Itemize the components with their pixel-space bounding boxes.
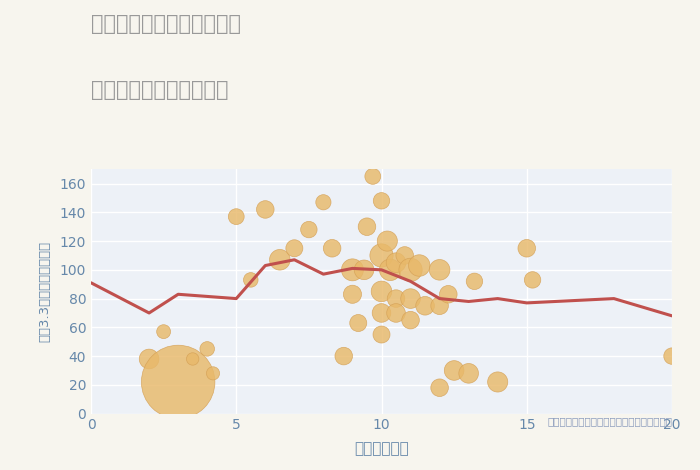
Point xyxy=(338,352,349,360)
Text: 円の大きさは、取引のあった物件面積を示す: 円の大きさは、取引のあった物件面積を示す xyxy=(547,416,672,426)
X-axis label: 駅距離（分）: 駅距離（分） xyxy=(354,441,409,456)
Point xyxy=(527,276,538,284)
Point xyxy=(376,309,387,317)
Point xyxy=(346,266,358,274)
Point xyxy=(405,295,416,302)
Point xyxy=(326,244,337,252)
Text: 駅距離別中古戸建て価格: 駅距離別中古戸建て価格 xyxy=(91,80,228,100)
Point xyxy=(289,244,300,252)
Point xyxy=(521,244,532,252)
Point xyxy=(158,328,169,336)
Point xyxy=(376,331,387,338)
Point xyxy=(391,309,402,317)
Point xyxy=(274,256,286,264)
Point xyxy=(144,355,155,363)
Text: 兵庫県加古郡播磨町古宮の: 兵庫県加古郡播磨町古宮の xyxy=(91,14,241,34)
Point xyxy=(358,266,370,274)
Point xyxy=(399,252,410,259)
Point xyxy=(463,369,475,377)
Point xyxy=(368,172,379,180)
Point xyxy=(434,302,445,310)
Point xyxy=(245,276,256,284)
Point xyxy=(405,316,416,324)
Point xyxy=(376,288,387,295)
Point xyxy=(391,295,402,302)
Point xyxy=(384,266,395,274)
Point xyxy=(303,226,314,233)
Point xyxy=(414,262,425,269)
Point xyxy=(376,252,387,259)
Point xyxy=(361,223,372,230)
Point xyxy=(318,198,329,206)
Point xyxy=(492,378,503,386)
Point xyxy=(376,197,387,204)
Y-axis label: 坪（3.3㎡）単価（万円）: 坪（3.3㎡）単価（万円） xyxy=(38,241,51,342)
Point xyxy=(353,319,364,327)
Point xyxy=(391,259,402,266)
Point xyxy=(469,278,480,285)
Point xyxy=(449,367,460,374)
Point xyxy=(207,369,218,377)
Point xyxy=(260,206,271,213)
Point xyxy=(442,290,454,298)
Point xyxy=(434,266,445,274)
Point xyxy=(434,384,445,392)
Point xyxy=(346,290,358,298)
Point xyxy=(405,266,416,274)
Point xyxy=(172,378,183,386)
Point xyxy=(187,355,198,363)
Point xyxy=(666,352,678,360)
Point xyxy=(419,302,430,310)
Point xyxy=(382,237,393,245)
Point xyxy=(231,213,242,220)
Point xyxy=(202,345,213,352)
